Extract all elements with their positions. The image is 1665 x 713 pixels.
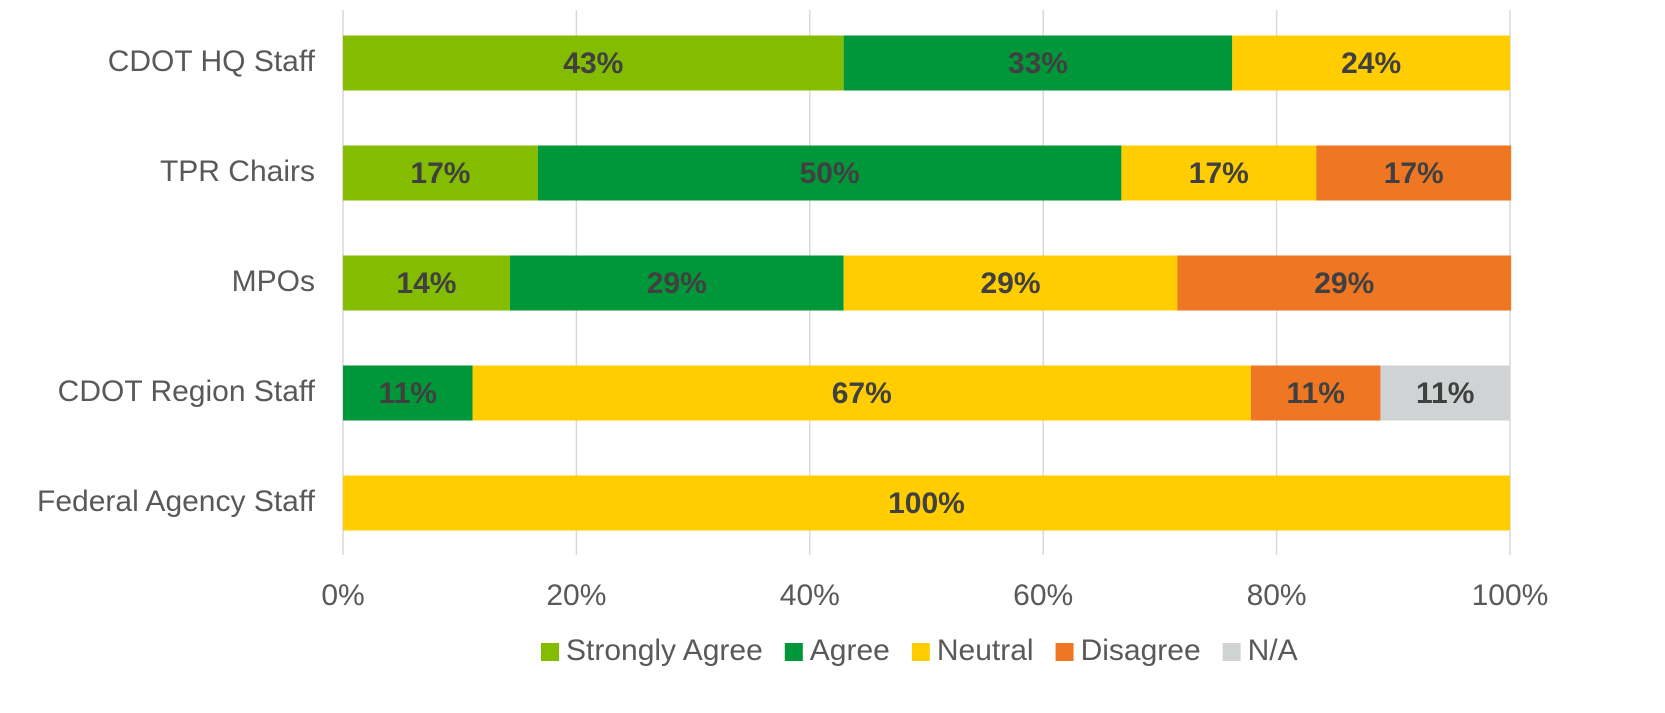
data-label: 43% bbox=[563, 47, 623, 80]
category-label: MPOs bbox=[232, 265, 315, 298]
data-label: 33% bbox=[1008, 47, 1068, 80]
data-label: 17% bbox=[1189, 157, 1249, 190]
x-tick-label: 40% bbox=[780, 579, 840, 612]
bar-segment bbox=[472, 365, 1251, 421]
legend-swatch bbox=[1222, 643, 1241, 661]
data-label: 17% bbox=[410, 157, 470, 190]
legend-label: N/A bbox=[1248, 634, 1298, 667]
bar-segment bbox=[1380, 365, 1510, 421]
legend-label: Disagree bbox=[1081, 634, 1201, 667]
legend-swatch bbox=[1055, 643, 1074, 661]
data-label: 29% bbox=[647, 267, 707, 300]
bar-segment bbox=[343, 475, 1510, 531]
x-tick-label: 100% bbox=[1472, 579, 1549, 612]
bar-segment bbox=[1232, 35, 1510, 91]
x-tick-label: 0% bbox=[321, 579, 364, 612]
data-label: 100% bbox=[888, 487, 965, 520]
bar-segment bbox=[509, 255, 844, 311]
legend-label: Neutral bbox=[937, 634, 1034, 667]
category-label: TPR Chairs bbox=[160, 155, 315, 188]
bar-segment bbox=[843, 35, 1233, 91]
x-tick-label: 20% bbox=[546, 579, 606, 612]
bar-segment bbox=[1316, 145, 1512, 201]
data-label: 67% bbox=[832, 377, 892, 410]
x-tick-label: 60% bbox=[1013, 579, 1073, 612]
bar-segment bbox=[1121, 145, 1317, 201]
legend-label: Agree bbox=[810, 634, 890, 667]
legend-label: Strongly Agree bbox=[566, 634, 763, 667]
bar-segment bbox=[1250, 365, 1381, 421]
data-label: 11% bbox=[1416, 377, 1474, 410]
bar-segment bbox=[343, 145, 538, 201]
data-label: 29% bbox=[1314, 267, 1374, 300]
data-label: 11% bbox=[379, 377, 437, 410]
x-tick-label: 80% bbox=[1247, 579, 1307, 612]
bar-segment bbox=[1177, 255, 1512, 311]
bar-segment bbox=[843, 255, 1178, 311]
bar-segment bbox=[343, 255, 510, 311]
legend-swatch bbox=[784, 643, 803, 661]
data-label: 17% bbox=[1384, 157, 1444, 190]
bar-segment bbox=[343, 365, 473, 421]
category-label: CDOT HQ Staff bbox=[108, 45, 316, 78]
bar-segment bbox=[537, 145, 1122, 201]
data-label: 11% bbox=[1286, 377, 1344, 410]
bar-segment bbox=[343, 35, 844, 91]
data-label: 24% bbox=[1341, 47, 1401, 80]
category-label: Federal Agency Staff bbox=[37, 485, 316, 518]
data-label: 14% bbox=[396, 267, 456, 300]
data-label: 50% bbox=[800, 157, 860, 190]
legend-swatch bbox=[911, 643, 930, 661]
data-label: 29% bbox=[981, 267, 1041, 300]
legend-swatch bbox=[541, 643, 559, 661]
category-label: CDOT Region Staff bbox=[58, 375, 316, 408]
